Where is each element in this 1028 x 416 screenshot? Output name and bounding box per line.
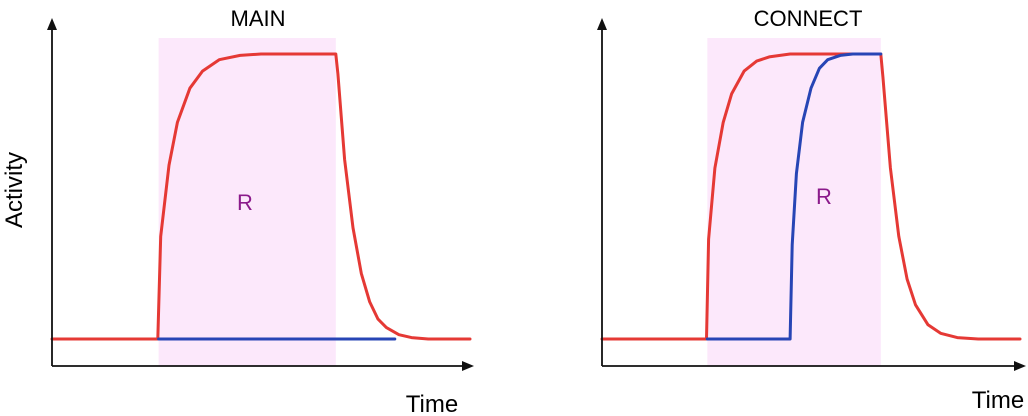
chart-title: MAIN [231,6,286,31]
series-red-line [50,52,472,341]
y-axis-arrow [47,18,57,30]
region-label: R [816,184,832,209]
chart-panel-connect: CONNECT R Time [597,6,1026,414]
region-label: R [237,190,253,215]
series-lines [600,52,1022,341]
y-axis-arrow [597,18,607,30]
chart-panel-main: MAIN R Time Activity [1,6,474,416]
series-blue-line [705,52,883,341]
x-axis-arrow [1014,361,1026,371]
series-lines [50,52,472,341]
y-axis-label: Activity [1,152,28,228]
chart-title: CONNECT [754,6,863,31]
x-axis-arrow [462,361,474,371]
x-axis-label: Time [406,391,458,416]
x-axis-label: Time [972,387,1024,414]
